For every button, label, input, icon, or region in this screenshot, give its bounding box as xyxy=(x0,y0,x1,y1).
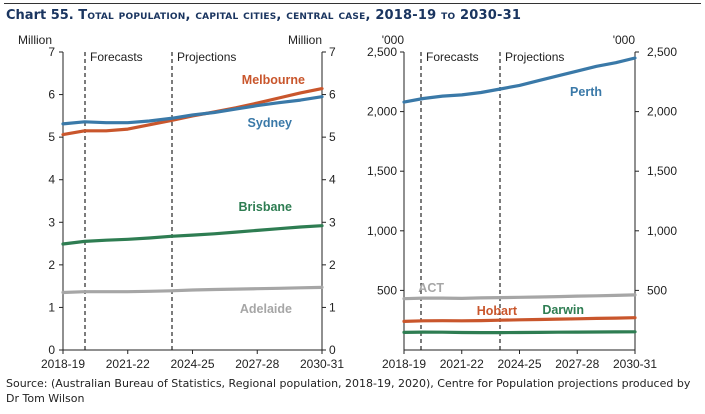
left-y-tick-label-right: 6 xyxy=(329,88,336,102)
left-series-line-adelaide xyxy=(61,285,324,295)
right-series-line-act xyxy=(402,293,637,301)
left-y-unit-right: Million xyxy=(288,33,322,47)
left-y-tick-label-left: 3 xyxy=(48,215,55,229)
left-y-tick-label-right: 0 xyxy=(329,343,336,357)
right-y-tick-label-left: 2,000 xyxy=(367,105,397,119)
left-y-tick-label-right: 7 xyxy=(329,45,336,59)
right-y-tick-label-left: 1,000 xyxy=(367,224,397,238)
right-phase-label: Projections xyxy=(505,50,564,64)
left-phase-label: Forecasts xyxy=(90,50,143,64)
chart-title-text: Total population, capital cities, centra… xyxy=(78,8,522,23)
right-phase-label: Forecasts xyxy=(426,50,479,64)
left-y-tick-label-left: 1 xyxy=(48,300,55,314)
chart-number: Chart 55. xyxy=(6,8,74,23)
right-y-tick-label-right: 1,500 xyxy=(647,164,677,178)
left-x-tick-label: 2030-31 xyxy=(300,357,344,371)
right-y-tick-label-left: 2,500 xyxy=(367,45,397,59)
left-phase-label: Projections xyxy=(177,50,236,64)
right-series-label-hobart: Hobart xyxy=(477,304,518,318)
left-y-tick-label-left: 7 xyxy=(48,45,55,59)
right-y-tick-label-left: 500 xyxy=(377,283,397,297)
right-x-tick-label: 2024-25 xyxy=(497,357,541,371)
left-chart-svg: Million Million 0 0 1 1 2 2 3 3 4 4 5 5 6 6 7 7 2018-19 202… xyxy=(18,33,344,371)
left-y-tick-label-right: 5 xyxy=(329,130,336,144)
right-series-line-perth xyxy=(402,56,637,104)
left-series-label-brisbane: Brisbane xyxy=(239,200,293,214)
right-series-line-darwin xyxy=(402,330,637,335)
left-y-tick-label-left: 2 xyxy=(48,258,55,272)
right-x-tick-label: 2021-22 xyxy=(440,357,484,371)
top-rule xyxy=(4,3,701,4)
right-series-label-perth: Perth xyxy=(570,85,602,99)
right-chart-svg: '000 '000 500 500 1,000 1,000 1,500 1,500 2,000 2… xyxy=(367,33,677,371)
left-chart-panel: Million Million 0 0 1 1 2 2 3 3 4 4 5 5 6 6 7 7 2018-19 202… xyxy=(0,0,352,380)
left-y-tick-label-right: 4 xyxy=(329,173,336,187)
left-series-label-adelaide: Adelaide xyxy=(240,302,292,316)
left-x-tick-label: 2024-25 xyxy=(170,357,214,371)
right-series-line-hobart xyxy=(402,316,637,323)
right-y-unit-right: '000 xyxy=(613,33,636,47)
left-y-tick-label-right: 1 xyxy=(329,300,336,314)
right-chart-panel: '000 '000 500 500 1,000 1,000 1,500 1,500 2,000 2… xyxy=(352,0,705,380)
right-series-label-darwin: Darwin xyxy=(542,303,584,317)
right-y-tick-label-left: 1,500 xyxy=(367,164,397,178)
left-y-tick-label-left: 4 xyxy=(48,173,55,187)
left-series-line-brisbane xyxy=(61,224,324,246)
right-y-tick-label-right: 500 xyxy=(647,283,667,297)
source-note: Source: (Australian Bureau of Statistics… xyxy=(6,377,691,405)
right-x-tick-label: 2030-31 xyxy=(613,357,657,371)
right-y-tick-label-right: 2,000 xyxy=(647,105,677,119)
left-x-tick-label: 2027-28 xyxy=(235,357,279,371)
left-y-tick-label-left: 0 xyxy=(48,343,55,357)
chart-title: Chart 55. Total population, capital citi… xyxy=(6,8,521,23)
right-y-unit-left: '000 xyxy=(382,33,405,47)
left-y-tick-label-left: 5 xyxy=(48,130,55,144)
left-y-tick-label-right: 3 xyxy=(329,215,336,229)
right-x-tick-label: 2018-19 xyxy=(382,357,426,371)
left-x-tick-label: 2018-19 xyxy=(41,357,85,371)
right-series-label-act: ACT xyxy=(418,281,444,295)
right-y-tick-label-right: 2,500 xyxy=(647,45,677,59)
left-x-tick-label: 2021-22 xyxy=(106,357,150,371)
left-series-label-sydney: Sydney xyxy=(248,116,293,130)
right-y-tick-label-right: 1,000 xyxy=(647,224,677,238)
left-series-label-melbourne: Melbourne xyxy=(242,73,305,87)
left-series-line-sydney xyxy=(61,95,324,126)
right-x-tick-label: 2027-28 xyxy=(555,357,599,371)
left-y-unit-left: Million xyxy=(18,33,52,47)
left-y-tick-label-left: 6 xyxy=(48,88,55,102)
left-y-tick-label-right: 2 xyxy=(329,258,336,272)
